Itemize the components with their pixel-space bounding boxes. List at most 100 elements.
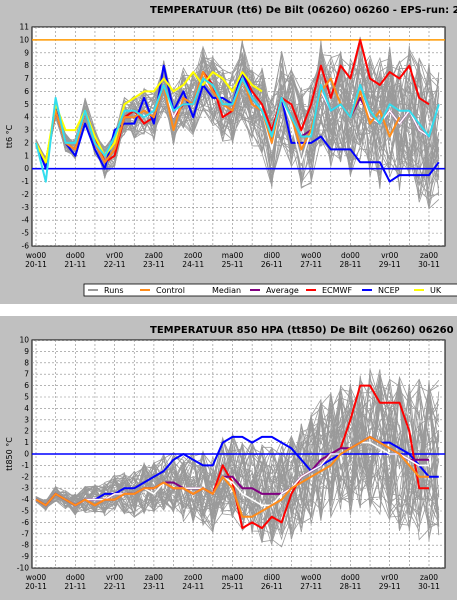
- chart-panel-1: TEMPERATUUR (tt6) De Bilt (06260) 06260 …: [5, 5, 457, 297]
- run-line: [35, 410, 440, 539]
- x-tick-date: 28-11: [340, 582, 362, 591]
- x-tick-label: do00: [66, 573, 85, 582]
- x-tick-label: do00: [341, 251, 360, 260]
- series-line: [35, 77, 440, 183]
- y-tick-label: -4: [22, 216, 30, 225]
- x-tick-label: vr00: [381, 251, 398, 260]
- y-tick-label: -8: [22, 541, 30, 550]
- y-axis-label: tt6 °C: [5, 124, 14, 148]
- legend: Runs Control Median Average ECMWF NCEP UK: [83, 283, 457, 297]
- x-tick-date: 29-11: [379, 582, 401, 591]
- x-tick-date: 25-11: [222, 582, 244, 591]
- y-tick-label: 6: [24, 87, 29, 96]
- series-line: [35, 71, 263, 164]
- y-tick-label: -5: [22, 507, 30, 516]
- run-line: [35, 51, 440, 165]
- series-line: [35, 435, 429, 518]
- x-tick-label: za00: [145, 573, 163, 582]
- y-tick-label: -4: [22, 495, 30, 504]
- y-tick-label: 2: [24, 427, 29, 436]
- x-tick-date: 21-11: [64, 582, 86, 591]
- x-tick-date: 25-11: [222, 260, 244, 269]
- series-ncep: [35, 64, 440, 183]
- run-line: [35, 378, 440, 531]
- y-tick-label: 6: [24, 381, 29, 390]
- run-line: [35, 385, 440, 543]
- run-line: [35, 388, 440, 540]
- x-tick-label: wo00: [301, 251, 321, 260]
- y-tick-label: -5: [22, 229, 30, 238]
- x-tick-date: 26-11: [261, 582, 283, 591]
- y-tick-label: 4: [24, 404, 29, 413]
- x-tick-date: 23-11: [143, 260, 165, 269]
- x-tick-label: ma00: [222, 573, 244, 582]
- y-tick-label: -6: [22, 242, 30, 251]
- y-tick-label: 10: [19, 336, 29, 345]
- chart-panel-2: TEMPERATUUR 850 HPA (tt850) De Bilt (062…: [0, 320, 457, 600]
- x-tick-date: 22-11: [104, 260, 126, 269]
- x-tick-label: do00: [341, 573, 360, 582]
- series-line: [35, 441, 429, 507]
- y-tick-label: 1: [24, 438, 29, 447]
- y-tick-label: 3: [24, 415, 29, 424]
- legend-entry: NCEP: [378, 286, 400, 295]
- x-tick-label: wo00: [301, 573, 321, 582]
- y-tick-label: 9: [24, 48, 29, 57]
- legend-entry: Median: [212, 286, 241, 295]
- x-tick-label: zo00: [184, 573, 202, 582]
- x-tick-date: 23-11: [143, 582, 165, 591]
- series-runs: [35, 369, 440, 548]
- x-tick-label: vr00: [106, 251, 123, 260]
- y-tick-label: -2: [22, 472, 30, 481]
- x-tick-label: ma00: [222, 251, 244, 260]
- y-tick-label: 3: [24, 126, 29, 135]
- x-tick-label: vr00: [381, 573, 398, 582]
- y-tick-label: -2: [22, 190, 30, 199]
- chart-title: TEMPERATUUR 850 HPA (tt850) De Bilt (062…: [150, 325, 457, 336]
- x-tick-date: 20-11: [25, 582, 47, 591]
- y-tick-label: 10: [19, 35, 29, 44]
- legend-entry: Runs: [104, 286, 124, 295]
- x-tick-label: za00: [145, 251, 163, 260]
- legend-entry: Average: [266, 286, 299, 295]
- y-tick-label: 8: [24, 358, 29, 367]
- x-tick-date: 24-11: [182, 260, 204, 269]
- series-control: [35, 435, 429, 518]
- y-tick-label: -10: [17, 564, 29, 573]
- y-tick-label: 7: [24, 370, 29, 379]
- series-extra: [35, 77, 440, 183]
- x-tick-date: 29-11: [379, 260, 401, 269]
- y-tick-label: -9: [22, 552, 30, 561]
- y-tick-label: 4: [24, 113, 29, 122]
- chart-title: TEMPERATUUR (tt6) De Bilt (06260) 06260 …: [150, 5, 457, 16]
- run-line: [35, 56, 439, 197]
- y-tick-label: -7: [22, 529, 30, 538]
- y-tick-label: -1: [22, 177, 30, 186]
- y-tick-label: 2: [24, 138, 29, 147]
- legend-box: [83, 283, 457, 297]
- x-tick-date: 22-11: [104, 582, 126, 591]
- y-tick-label: 5: [24, 393, 29, 402]
- y-tick-label: 11: [19, 23, 29, 32]
- x-tick-date: 27-11: [300, 260, 322, 269]
- x-tick-label: do00: [66, 251, 85, 260]
- y-tick-label: -1: [22, 461, 30, 470]
- x-tick-date: 20-11: [25, 260, 47, 269]
- x-tick-label: vr00: [106, 573, 123, 582]
- x-tick-label: wo00: [26, 251, 46, 260]
- legend-entry: Control: [156, 286, 185, 295]
- y-tick-label: 1: [24, 151, 29, 160]
- y-tick-label: 0: [24, 450, 29, 459]
- x-tick-label: za00: [420, 573, 438, 582]
- series-layer: [32, 36, 445, 210]
- series-uk: [35, 71, 263, 164]
- run-line: [35, 393, 440, 521]
- x-tick-label: za00: [420, 251, 438, 260]
- x-tick-date: 24-11: [182, 582, 204, 591]
- y-tick-label: -3: [22, 203, 30, 212]
- x-tick-date: 28-11: [340, 260, 362, 269]
- legend-entry: ECMWF: [322, 286, 352, 295]
- x-tick-date: 30-11: [418, 260, 440, 269]
- y-tick-label: 8: [24, 61, 29, 70]
